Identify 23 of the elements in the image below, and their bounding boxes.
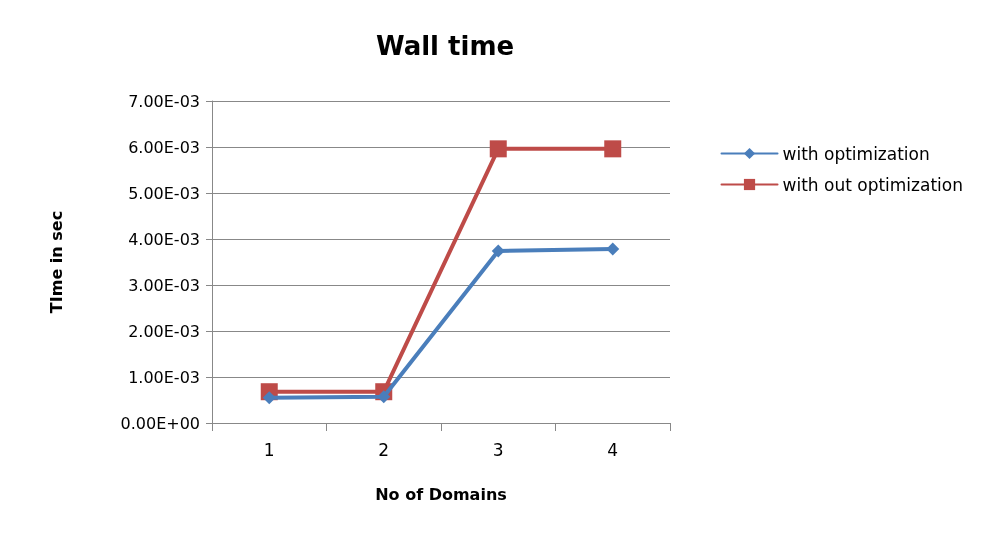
x-tick-label: 1 <box>263 439 275 460</box>
y-tick-label: 5.00E-03 <box>128 183 200 203</box>
y-tick-label: 6.00E-03 <box>128 137 200 157</box>
y-axis-title: TIme in sec <box>46 210 66 314</box>
point <box>606 242 620 256</box>
y-tick-label: 3.00E-03 <box>128 275 200 295</box>
legend-label: with out optimization <box>782 174 963 195</box>
point <box>491 244 505 258</box>
y-tick-label: 7.00E-03 <box>128 91 200 111</box>
point <box>604 140 622 158</box>
point <box>377 390 391 404</box>
legend-label: with optimization <box>782 143 930 164</box>
x-tick-label: 3 <box>492 439 504 460</box>
y-tick-label: 2.00E-03 <box>128 321 200 341</box>
x-axis-title: No of Domains <box>375 484 507 504</box>
y-tick-label: 4.00E-03 <box>128 229 200 249</box>
y-tick-label: 0.00E+00 <box>120 413 200 433</box>
chart-title: Wall time <box>375 31 515 61</box>
point <box>262 391 276 405</box>
point <box>489 140 507 158</box>
y-tick-label: 1.00E-03 <box>128 367 200 387</box>
x-tick-label: 2 <box>378 439 390 460</box>
x-tick-label: 4 <box>607 439 619 460</box>
